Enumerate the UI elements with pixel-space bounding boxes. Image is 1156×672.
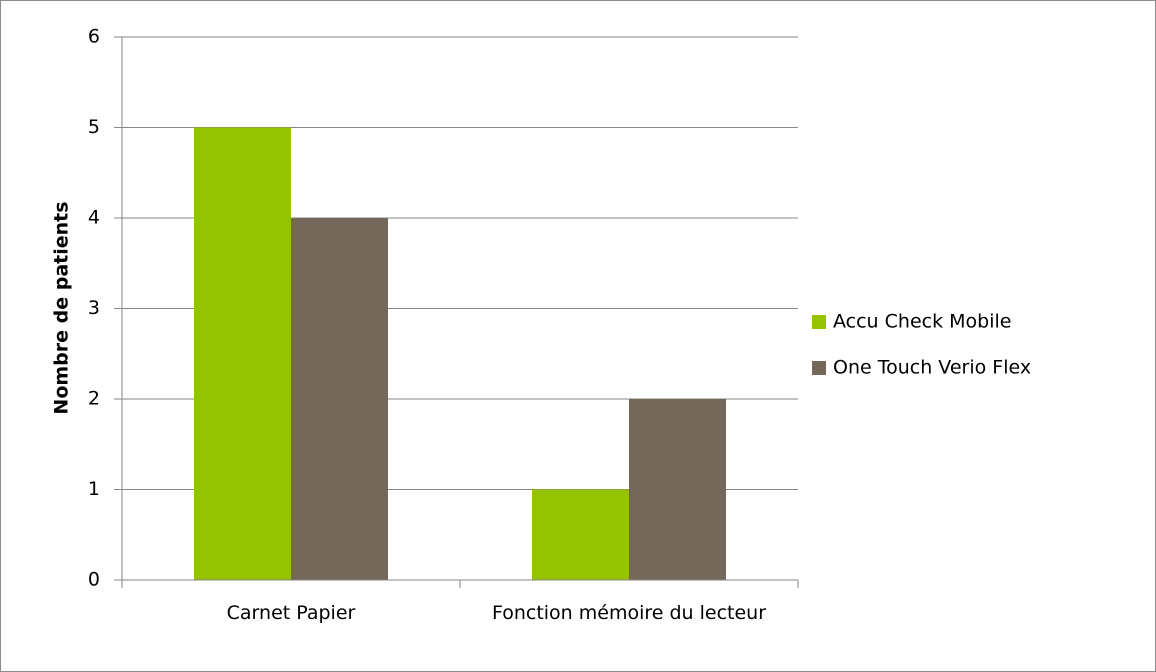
y-tick-label: 1	[88, 478, 100, 500]
y-axis-label: Nombre de patients	[51, 201, 73, 414]
bar	[531, 489, 629, 580]
y-tick-label: 2	[88, 388, 100, 410]
bar	[291, 218, 389, 580]
x-tick-label: Carnet Papier	[227, 602, 356, 624]
y-tick-label: 3	[88, 297, 100, 319]
legend-swatch	[812, 315, 826, 329]
bar	[193, 127, 291, 580]
legend-swatch	[812, 361, 826, 375]
y-tick-label: 4	[88, 207, 100, 229]
x-tick-label: Fonction mémoire du lecteur	[492, 602, 766, 624]
legend-label: One Touch Verio Flex	[833, 357, 1031, 379]
bar	[629, 399, 727, 580]
y-tick-label: 0	[88, 569, 100, 591]
y-tick-label: 6	[88, 26, 100, 48]
y-tick-label: 5	[88, 116, 100, 138]
legend-label: Accu Check Mobile	[833, 311, 1011, 333]
